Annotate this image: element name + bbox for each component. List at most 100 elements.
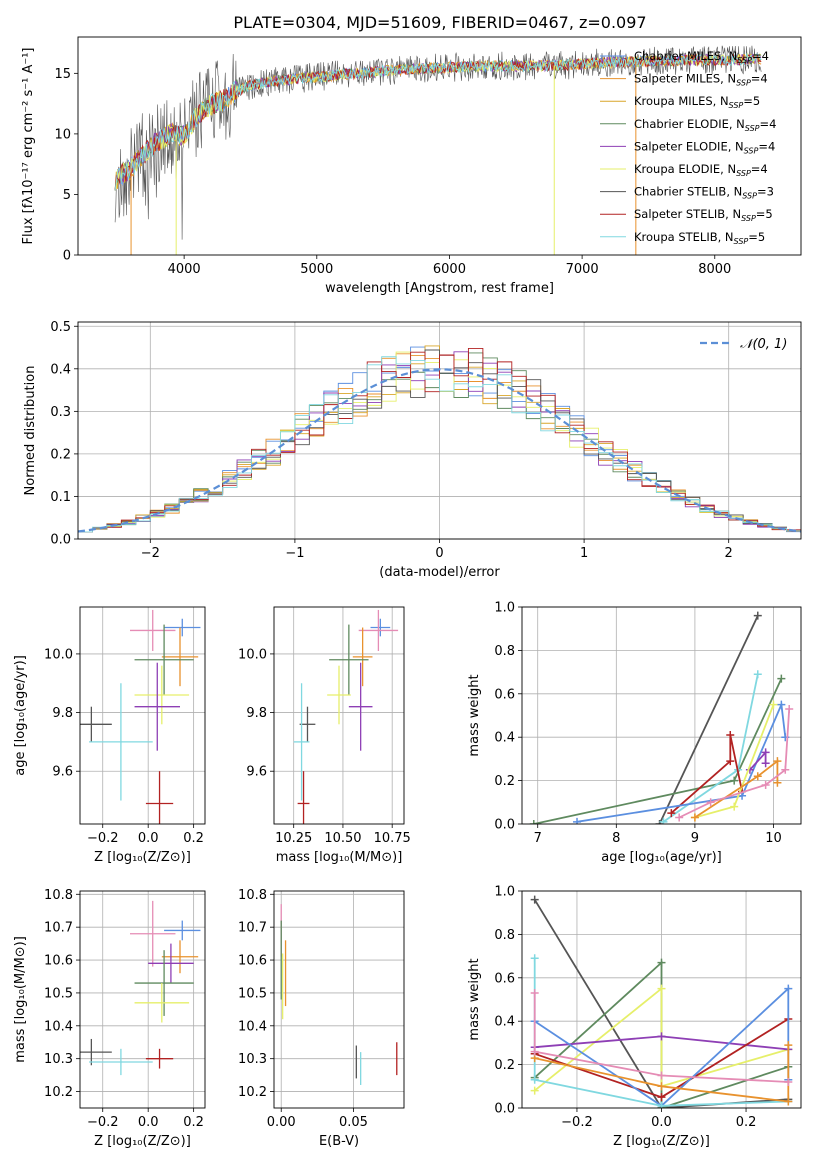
- mass-weight-marker: [706, 798, 715, 807]
- spectrum-line: [114, 53, 762, 191]
- mass-weight-marker: [726, 757, 735, 766]
- mass-weight-marker: [784, 1041, 793, 1050]
- chart-6: 0.00 0.05 10.2 10.3 10.4 10.5 10.6 10.7 10.8 E(B-…: [238, 888, 405, 1149]
- y-tick-label: 10.5: [44, 986, 73, 1001]
- axes-frame: [521, 606, 802, 825]
- mass-weight-marker: [761, 780, 770, 789]
- y-tick-label: 10.6: [238, 954, 267, 969]
- mass-weight-marker: [530, 895, 539, 904]
- y-tick-label: 9.6: [246, 765, 267, 780]
- y-tick-label: 10.7: [44, 921, 73, 936]
- mass-weight-marker: [657, 958, 666, 967]
- x-tick-label: −2: [141, 546, 160, 561]
- x-tick-label: 9: [691, 831, 699, 846]
- y-axis-label: Normed distribution: [23, 366, 38, 496]
- mass-weight-marker: [784, 1077, 793, 1086]
- axes-frame: [77, 321, 802, 540]
- y-axis-label: mass weight: [467, 958, 482, 1040]
- x-tick-label: 0.00: [267, 1115, 296, 1130]
- legend-text: Kroupa STELIB, N: [634, 230, 734, 244]
- x-axis-label: age [log₁₀(age/yr)]: [601, 850, 722, 865]
- x-tick-label: 6000: [433, 262, 466, 277]
- x-axis-label: Z [log₁₀(Z/Z⊙)]: [94, 850, 191, 865]
- y-tick-label: 0.2: [50, 447, 71, 462]
- y-tick-label: 10.3: [44, 1052, 73, 1067]
- mass-weight-marker: [573, 817, 582, 824]
- legend-text: Kroupa ELODIE, N: [634, 162, 736, 176]
- y-tick-label: 10.0: [238, 647, 267, 662]
- legend-text: Salpeter ELODIE, N: [634, 139, 744, 153]
- mass-weight-marker: [777, 700, 786, 709]
- mass-weight-marker: [753, 611, 762, 620]
- y-tick-label: 0.6: [494, 971, 515, 986]
- x-tick-label: 0: [435, 546, 443, 561]
- y-tick-label: 0.6: [494, 687, 515, 702]
- y-tick-label: 5: [63, 188, 71, 203]
- legend-value: =5: [748, 230, 765, 244]
- y-tick-label: 10.3: [238, 1052, 267, 1067]
- axes-frame: [273, 890, 405, 1109]
- x-tick-label: 10.50: [324, 831, 361, 846]
- y-tick-label: 10.4: [238, 1019, 267, 1034]
- mass-weight-marker: [785, 704, 794, 713]
- x-axis-label: mass [log₁₀(M/M⊙)]: [276, 850, 403, 865]
- legend-value: =4: [758, 139, 775, 153]
- mass-weight-line: [670, 734, 743, 814]
- axes-frame: [79, 890, 206, 1109]
- legend-label: Kroupa STELIB, NSSP=5: [634, 230, 765, 246]
- legend-value: =4: [760, 117, 777, 131]
- legend-label: Chabrier MILES, NSSP=4: [634, 49, 769, 65]
- legend-sub: SSP: [734, 237, 749, 246]
- y-tick-label: 0.8: [494, 644, 515, 659]
- axes-frame: [79, 606, 206, 825]
- mass-weight-marker: [657, 984, 666, 993]
- y-tick-label: 1.0: [494, 885, 515, 900]
- plot-area: [80, 609, 201, 824]
- mass-weight-marker: [761, 759, 770, 768]
- x-tick-label: 10: [765, 831, 782, 846]
- x-tick-label: −1: [285, 546, 304, 561]
- x-tick-label: −0.2: [87, 831, 119, 846]
- axes-frame: [521, 890, 802, 1109]
- legend-value: =5: [756, 207, 773, 221]
- legend-sub: SSP: [745, 124, 760, 133]
- x-axis-label: Z [log₁₀(Z/Z⊙)]: [94, 1134, 191, 1149]
- y-tick-label: 0.1: [50, 490, 71, 505]
- legend-label: Chabrier ELODIE, NSSP=4: [634, 117, 776, 133]
- mass-weight-marker: [726, 731, 735, 740]
- mass-weight-marker: [530, 1075, 539, 1084]
- x-tick-label: 10.75: [374, 831, 411, 846]
- legend-sub: SSP: [736, 169, 751, 178]
- y-tick-label: 10.2: [44, 1085, 73, 1100]
- y-axis-label: mass weight: [467, 674, 482, 756]
- x-tick-label: 0.05: [339, 1115, 368, 1130]
- legend-sub: SSP: [737, 56, 752, 65]
- mass-weight-marker: [657, 1093, 666, 1102]
- mass-weight-marker: [761, 748, 770, 757]
- mass-weight-marker: [657, 1101, 666, 1108]
- x-tick-label: 0.2: [736, 1115, 757, 1130]
- legend-label: Kroupa ELODIE, NSSP=4: [634, 162, 768, 178]
- x-tick-label: 0.0: [651, 1115, 672, 1130]
- x-tick-label: 2: [725, 546, 733, 561]
- histogram-series: [78, 356, 801, 539]
- y-tick-label: 0.2: [494, 774, 515, 789]
- y-tick-label: 10.6: [44, 954, 73, 969]
- y-tick-label: 10.8: [238, 888, 267, 903]
- y-tick-label: 10.2: [238, 1085, 267, 1100]
- y-tick-label: 10: [54, 127, 71, 142]
- mass-weight-line: [658, 615, 759, 824]
- legend-text: Chabrier ELODIE, N: [634, 117, 745, 131]
- y-axis-label: mass [log₁₀(M/M⊙)]: [13, 936, 28, 1063]
- x-tick-label: −0.2: [561, 1115, 593, 1130]
- mass-weight-line: [534, 1045, 790, 1103]
- y-axis-label: Flux [fλ10⁻¹⁷ erg cm⁻² s⁻¹ A⁻¹]: [21, 48, 36, 245]
- mass-weight-marker: [784, 984, 793, 993]
- y-tick-label: 0.5: [50, 320, 71, 335]
- legend-text: Kroupa MILES, N: [634, 94, 729, 108]
- mass-weight-marker: [530, 1047, 539, 1056]
- legend-label: 𝒩(0, 1): [740, 337, 787, 352]
- y-tick-label: 0.4: [494, 731, 515, 746]
- mass-weight-marker: [773, 778, 782, 787]
